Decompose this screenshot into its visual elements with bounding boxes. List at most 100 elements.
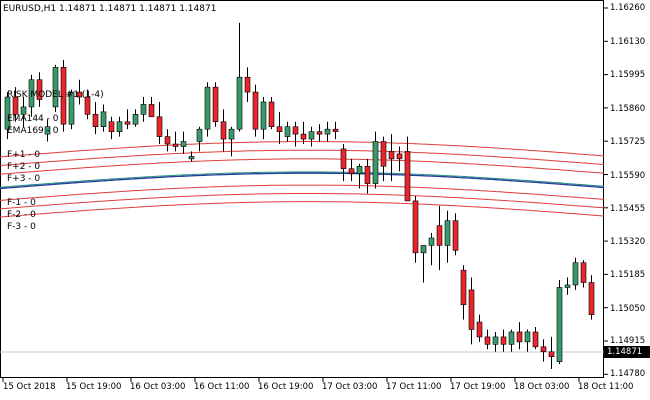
time-tick-label: 17 Oct 19:00: [450, 382, 506, 392]
bull-candle: [508, 331, 515, 345]
bull-candle: [372, 141, 379, 184]
bear-candle: [532, 331, 539, 348]
f-plus-2-label: F+2 - 0: [7, 162, 41, 172]
bear-candle: [164, 136, 171, 145]
ema169-label: EMA169 - 0: [7, 126, 59, 136]
time-tick-label: 16 Oct 19:00: [258, 382, 314, 392]
bear-candle: [252, 91, 259, 130]
plot-frame: [0, 0, 604, 378]
bull-candle: [68, 91, 75, 125]
bear-candle: [404, 151, 411, 202]
bull-candle: [308, 131, 315, 140]
time-tick-label: 16 Oct 03:00: [130, 382, 186, 392]
envelope-bands: [0, 141, 605, 218]
bear-candle: [460, 269, 467, 306]
bear-candle: [220, 121, 227, 140]
bear-candle: [348, 168, 355, 174]
bull-candle: [444, 220, 451, 246]
price-tick-label: 1.15455: [610, 204, 646, 214]
bull-candle: [260, 101, 267, 130]
bear-candle: [548, 351, 555, 357]
price-tick-label: 1.14780: [610, 369, 646, 379]
envelope-band-line: [0, 149, 605, 166]
price-tick-label: 1.16260: [610, 3, 646, 13]
bear-candle: [108, 121, 115, 132]
bear-candle: [340, 148, 347, 170]
bear-candle: [452, 220, 459, 251]
bull-candle: [284, 126, 291, 137]
f-plus-1-label: F+1 - 0: [7, 150, 41, 160]
bull-candle: [524, 331, 531, 343]
bull-candle: [44, 126, 51, 135]
price-tick-label: 1.15050: [610, 304, 646, 314]
envelope-band-line: [0, 141, 605, 158]
price-tick-label: 1.15860: [610, 104, 646, 114]
time-tick-label: 18 Oct 03:00: [514, 382, 570, 392]
bear-candle: [172, 143, 179, 147]
time-tick-label: 15 Oct 2018: [3, 382, 56, 392]
bear-candle: [388, 151, 395, 160]
price-tick-label: 1.15725: [610, 137, 646, 147]
price-tick-label: 1.15185: [610, 270, 646, 280]
price-ticks: [604, 7, 608, 375]
bear-candle: [60, 67, 67, 125]
bear-candle: [468, 289, 475, 330]
bear-candle: [76, 91, 83, 98]
price-tick-label: 1.14915: [610, 336, 646, 346]
envelope-band-line: [0, 193, 605, 210]
f-minus-3-label: F-3 - 0: [7, 222, 36, 232]
bear-candle: [84, 96, 91, 115]
bear-candle: [436, 225, 443, 246]
bear-candle: [476, 321, 483, 338]
bull-candle: [356, 165, 363, 174]
bull-candle: [428, 237, 435, 246]
f-minus-1-label: F-1 - 0: [7, 198, 36, 208]
bear-candle: [332, 128, 339, 132]
bear-candle: [244, 76, 251, 93]
bear-candle: [516, 331, 523, 343]
ema144-line: [0, 172, 605, 190]
bull-candle: [180, 141, 187, 147]
bull-candle: [116, 121, 123, 132]
bull-candle: [228, 128, 235, 140]
candles: [4, 22, 595, 370]
symbol-info: EURUSD,H1 1.14871 1.14871 1.14871 1.1487…: [3, 4, 217, 14]
bear-candle: [300, 133, 307, 140]
bull-candle: [132, 114, 139, 125]
bear-candle: [148, 104, 155, 118]
bear-candle: [396, 153, 403, 160]
bear-candle: [484, 336, 491, 345]
ema169-line: [0, 171, 605, 188]
time-tick-label: 15 Oct 19:00: [66, 382, 122, 392]
bear-candle: [92, 114, 99, 128]
bear-candle: [316, 131, 323, 135]
price-tick-label: 1.16130: [610, 37, 646, 47]
bull-candle: [28, 79, 35, 108]
bear-candle: [212, 86, 219, 123]
bear-candle: [156, 116, 163, 137]
envelope-band-line: [0, 184, 605, 201]
bull-candle: [492, 336, 499, 345]
ema-lines: [0, 171, 605, 190]
time-ticks: [2, 378, 580, 382]
bear-candle: [412, 200, 419, 254]
bull-candle: [20, 106, 27, 115]
price-tick-label: 1.15590: [610, 171, 646, 181]
bear-candle: [12, 96, 19, 115]
ema144-label: EMA144 - 0: [7, 114, 59, 124]
bear-candle: [268, 101, 275, 128]
time-tick-label: 16 Oct 11:00: [194, 382, 250, 392]
bull-candle: [556, 287, 563, 362]
time-tick-label: 17 Oct 11:00: [386, 382, 442, 392]
bear-candle: [588, 282, 595, 315]
bull-candle: [4, 96, 11, 130]
bear-candle: [124, 121, 131, 125]
bull-candle: [188, 156, 195, 160]
price-tick-label: 1.15320: [610, 237, 646, 247]
f-minus-2-label: F-2 - 0: [7, 210, 36, 220]
envelope-band-line: [0, 158, 605, 175]
time-tick-label: 18 Oct 11:00: [578, 382, 634, 392]
risk-model-label: RISK MODEL #1 (1-4): [7, 90, 104, 100]
f-plus-3-label: F+3 - 0: [7, 174, 41, 184]
